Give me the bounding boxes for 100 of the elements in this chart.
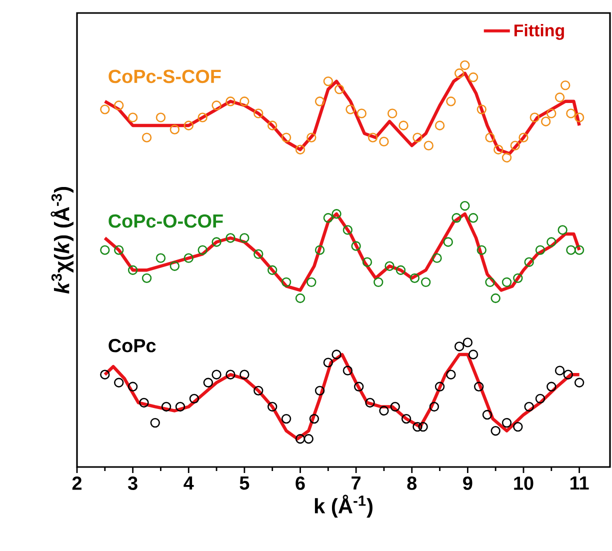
point xyxy=(524,402,534,412)
point xyxy=(412,422,422,432)
point xyxy=(424,140,434,150)
point xyxy=(139,398,149,408)
point xyxy=(454,68,464,78)
point xyxy=(420,277,431,288)
point xyxy=(446,370,456,380)
point xyxy=(443,237,453,247)
point xyxy=(513,273,523,284)
point xyxy=(513,422,523,432)
point xyxy=(476,245,486,255)
point xyxy=(314,245,325,255)
point xyxy=(295,434,306,444)
point xyxy=(574,378,584,388)
point xyxy=(379,406,389,416)
point xyxy=(100,104,110,114)
point xyxy=(351,241,361,251)
point xyxy=(306,277,316,288)
point xyxy=(240,233,250,243)
point xyxy=(170,124,180,134)
point xyxy=(346,104,356,114)
point xyxy=(485,277,495,288)
point xyxy=(566,245,576,255)
point xyxy=(150,418,160,428)
point xyxy=(212,237,222,247)
point xyxy=(485,132,495,142)
point xyxy=(460,201,470,211)
point xyxy=(566,108,576,118)
point xyxy=(240,370,250,380)
x-tick-label: 7 xyxy=(352,476,360,490)
point xyxy=(434,382,445,392)
point xyxy=(281,414,292,424)
series-label: CoPc-S-COF xyxy=(108,70,221,84)
point xyxy=(128,112,138,122)
point xyxy=(468,350,478,360)
point xyxy=(100,370,110,380)
x-tick-label: 5 xyxy=(240,476,250,490)
point xyxy=(476,104,486,114)
point xyxy=(374,277,384,288)
point xyxy=(267,265,278,275)
point xyxy=(454,342,464,352)
point xyxy=(446,96,456,106)
point xyxy=(560,80,570,90)
point xyxy=(396,265,406,275)
point xyxy=(240,96,250,106)
point xyxy=(142,132,152,142)
point xyxy=(540,116,551,126)
point xyxy=(203,378,214,388)
point xyxy=(170,261,180,271)
point xyxy=(558,225,568,235)
point xyxy=(502,152,512,162)
point xyxy=(342,225,353,235)
point xyxy=(390,402,400,412)
point xyxy=(387,108,398,118)
point xyxy=(482,410,492,420)
point xyxy=(314,96,325,106)
point xyxy=(128,265,138,275)
point xyxy=(334,84,344,94)
point xyxy=(304,434,314,444)
point xyxy=(267,402,278,412)
x-tick-label: 11 xyxy=(570,476,589,490)
point xyxy=(323,213,334,223)
point xyxy=(490,293,500,304)
point xyxy=(432,253,442,263)
point xyxy=(226,370,236,380)
point xyxy=(267,120,278,130)
point xyxy=(356,108,366,118)
point xyxy=(254,249,264,259)
point xyxy=(314,386,325,396)
point xyxy=(490,426,500,436)
point xyxy=(365,398,375,408)
point xyxy=(114,245,124,255)
x-tick-label: 6 xyxy=(296,476,305,490)
point xyxy=(546,382,556,392)
point xyxy=(254,108,264,118)
point xyxy=(535,394,546,404)
point xyxy=(114,100,124,110)
point xyxy=(535,245,546,255)
point xyxy=(530,112,540,122)
point xyxy=(460,60,470,70)
point xyxy=(429,402,440,412)
point xyxy=(323,76,334,86)
point xyxy=(323,358,334,368)
point xyxy=(226,96,236,106)
point xyxy=(412,132,422,142)
point xyxy=(156,253,166,263)
point xyxy=(574,245,584,255)
point xyxy=(184,253,194,263)
series-label: CoPc xyxy=(108,338,156,352)
point xyxy=(198,112,208,122)
y-axis-title: k$^{3}$χ(k) (Å$^{-3}$) xyxy=(50,187,74,294)
point xyxy=(212,100,222,110)
point xyxy=(452,213,462,223)
point xyxy=(368,132,378,142)
point xyxy=(295,293,306,304)
point xyxy=(554,366,565,376)
point xyxy=(332,350,342,360)
point xyxy=(563,370,573,380)
point xyxy=(342,366,353,376)
point xyxy=(354,382,364,392)
